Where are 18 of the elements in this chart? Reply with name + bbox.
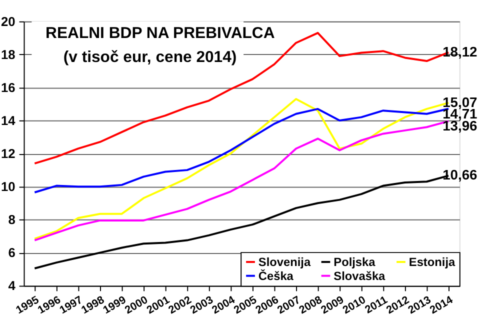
y-tick-label: 10 <box>1 179 16 194</box>
y-tick-label: 4 <box>8 278 16 294</box>
legend-label: Estonija <box>408 254 456 269</box>
y-tick-label: 8 <box>8 212 16 228</box>
legend-label: Slovenija <box>258 254 311 269</box>
y-tick-label: 6 <box>8 245 16 260</box>
data-label: 18,12 <box>442 43 478 60</box>
y-tick-label: 18 <box>1 46 16 62</box>
y-tick-label: 12 <box>1 146 16 162</box>
legend-label: Poljska <box>334 254 376 269</box>
legend-label: Slovaška <box>334 268 386 283</box>
data-label: 10,66 <box>442 166 478 183</box>
chart-title: REALNI BDP NA PREBIVALCA <box>46 25 276 42</box>
y-tick-label: 20 <box>1 14 16 29</box>
y-tick-label: 14 <box>1 112 16 128</box>
text: (v tisoč eur, cene 2014) <box>63 48 237 66</box>
legend-label: Češka <box>258 268 294 283</box>
y-tick-label: 16 <box>1 80 16 95</box>
